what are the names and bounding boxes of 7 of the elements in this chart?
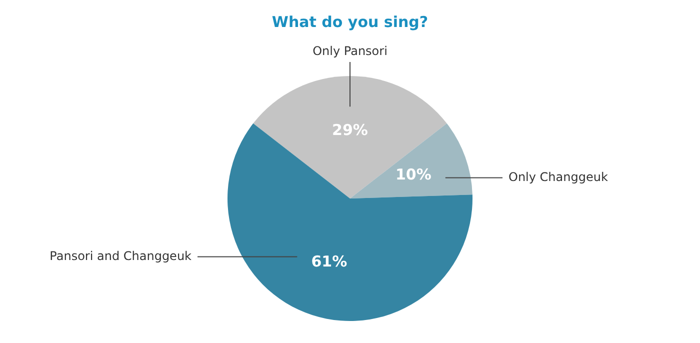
data-label: 29% xyxy=(332,121,368,140)
chart-title: What do you sing? xyxy=(272,12,428,31)
data-label: 10% xyxy=(395,166,432,184)
slice-label: Only Changgeuk xyxy=(508,170,608,184)
slice-label: Pansori and Changgeuk xyxy=(50,248,192,263)
data-label: 61% xyxy=(311,252,348,270)
slice-label: Only Pansori xyxy=(312,44,388,58)
